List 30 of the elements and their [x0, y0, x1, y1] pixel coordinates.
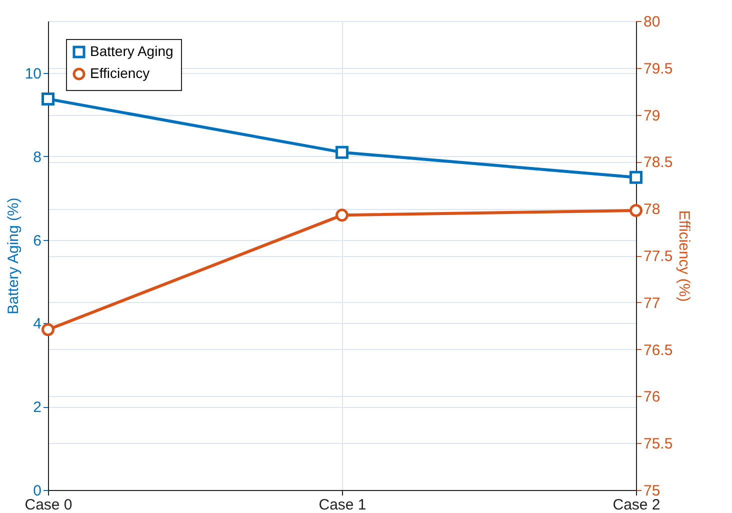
x-tick-label: Case 2 — [612, 496, 660, 513]
y2-tick-label: 77 — [644, 294, 660, 312]
point — [42, 92, 54, 106]
y-tick-label: 0 — [33, 482, 42, 500]
y2-tick-label: 77.5 — [644, 248, 673, 265]
y2-tick-label: 76 — [644, 388, 660, 406]
y2-tick-label: 75 — [644, 482, 660, 500]
y-tick-label: 10 — [24, 66, 42, 83]
point — [42, 323, 54, 336]
point — [336, 146, 348, 159]
y-axis-title: Battery Aging (%) — [4, 198, 22, 314]
y-tick-label: 6 — [33, 232, 42, 250]
point — [630, 204, 642, 217]
y2-tick-label: 76.5 — [644, 342, 673, 359]
legend-label: Efficiency — [90, 65, 150, 81]
y2-tick-label: 79.5 — [644, 60, 673, 78]
point — [630, 170, 642, 184]
y-tick-label: 8 — [33, 148, 42, 166]
y2-axis-title: Efficiency (%) — [676, 210, 693, 302]
y2-tick-label: 79 — [644, 107, 660, 124]
y2-tick-label: 75.5 — [644, 436, 673, 453]
y-tick-label: 2 — [33, 399, 42, 416]
x-tick-label: Case 0 — [24, 496, 72, 513]
y2-tick-label: 78.5 — [644, 154, 673, 172]
point — [336, 208, 348, 222]
y2-tick-label: 80 — [644, 14, 660, 30]
y2-tick-label: 78 — [644, 201, 660, 218]
x-tick-label: Case 1 — [318, 496, 366, 513]
y-tick-label: 4 — [33, 316, 42, 333]
legend-label: Battery Aging — [90, 43, 174, 59]
